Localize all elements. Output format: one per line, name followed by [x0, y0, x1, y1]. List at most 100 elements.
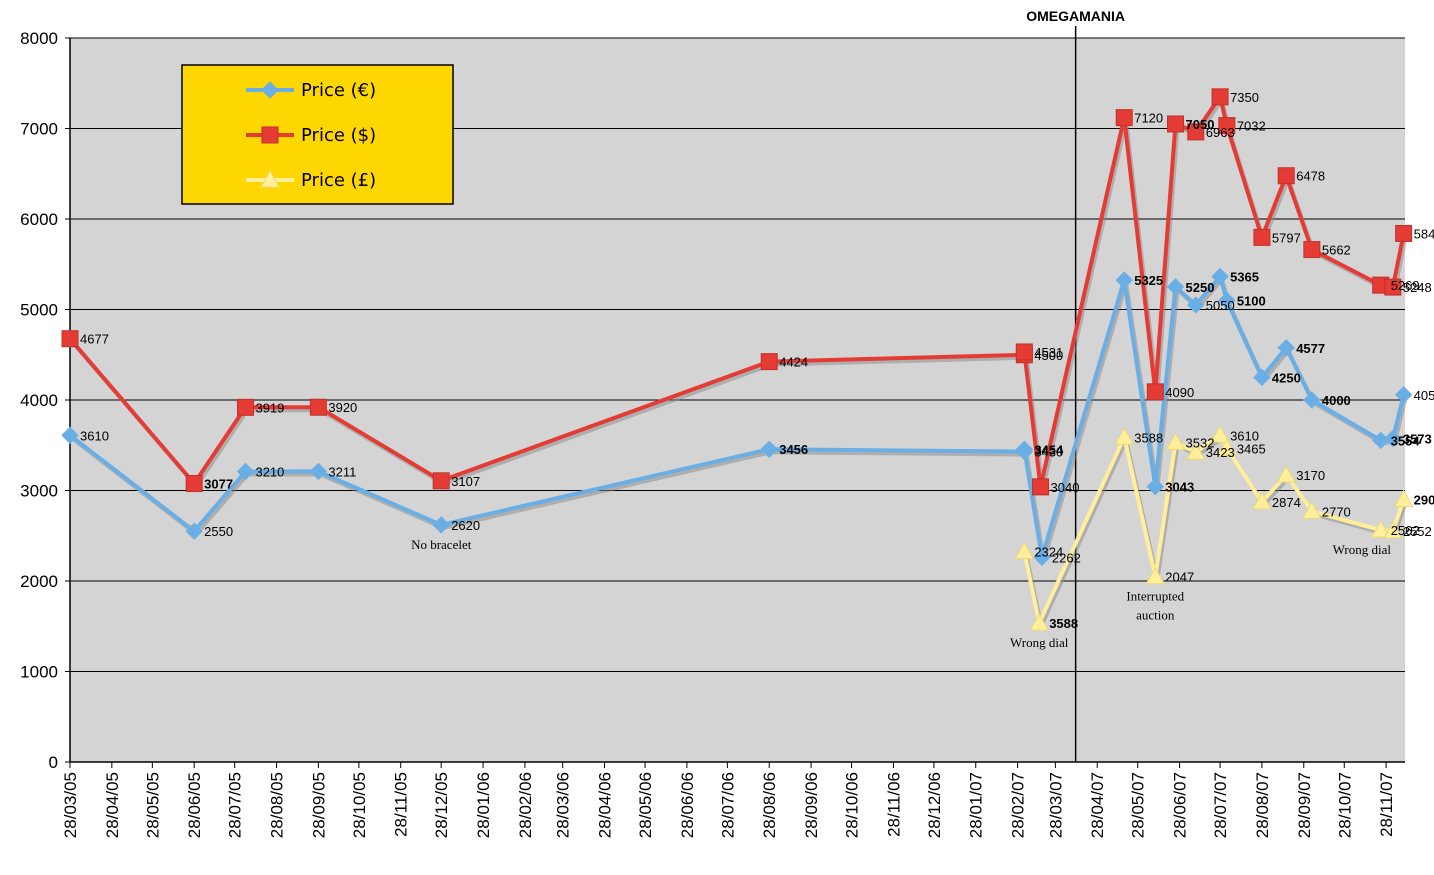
x-tick-label: 28/06/06 — [678, 772, 697, 838]
data-label: 7350 — [1230, 90, 1259, 105]
data-label: 3077 — [204, 477, 233, 492]
annotation-text: Wrong dial — [1010, 635, 1069, 650]
triangle-marker — [1393, 489, 1414, 508]
diamond-marker — [1303, 391, 1321, 409]
diamond-marker — [1394, 386, 1413, 404]
square-marker — [236, 398, 254, 416]
square-marker — [1146, 383, 1164, 401]
square-marker — [1015, 343, 1033, 361]
data-label: 2620 — [451, 518, 480, 533]
legend-entry-1: Price ($) — [246, 125, 376, 146]
diamond-marker — [1277, 339, 1295, 357]
x-tick-label: 28/11/07 — [1377, 772, 1396, 837]
data-label: 3211 — [328, 464, 356, 479]
triangle-marker — [1029, 613, 1050, 631]
data-label: 3588 — [1134, 430, 1163, 445]
y-tick-label: 1000 — [20, 663, 58, 682]
x-tick-label: 28/08/07 — [1253, 772, 1272, 838]
square-marker — [185, 475, 203, 493]
data-label: 4250 — [1272, 370, 1301, 385]
x-tick-label: 28/01/07 — [967, 772, 986, 838]
y-tick-label: 7000 — [20, 120, 58, 139]
series-group — [61, 88, 1414, 631]
legend: Price (€) Price ($) Price (£) — [181, 64, 454, 205]
square-marker — [1115, 109, 1133, 127]
triangle-marker — [1302, 501, 1322, 519]
diamond-marker — [1253, 368, 1271, 387]
data-label: 2770 — [1322, 504, 1351, 519]
data-label: 3588 — [1049, 616, 1078, 631]
series-0 — [61, 267, 1413, 566]
x-tick-label: 28/10/05 — [350, 772, 369, 838]
data-label: 5250 — [1186, 280, 1215, 295]
y-tick-label: 6000 — [20, 210, 58, 229]
annotation-text: No bracelet — [411, 537, 472, 552]
data-label: 3423 — [1206, 445, 1235, 460]
data-label: 3610 — [1230, 428, 1259, 443]
legend-entry-2: Price (£) — [246, 169, 376, 191]
data-label: 3919 — [255, 400, 284, 415]
x-tick-label: 28/04/05 — [103, 772, 122, 838]
triangle-marker — [1382, 521, 1403, 539]
diamond-marker — [1146, 477, 1164, 496]
y-tick-label: 8000 — [20, 29, 58, 48]
square-marker — [760, 353, 778, 371]
square-marker — [261, 126, 279, 144]
data-label: 4577 — [1296, 341, 1325, 356]
data-label: 5365 — [1230, 269, 1259, 284]
square-marker — [309, 398, 327, 416]
x-tick-label: 28/02/06 — [516, 772, 535, 838]
data-label: 2874 — [1272, 495, 1301, 510]
x-tick-label: 28/07/06 — [718, 772, 737, 838]
data-label: 4090 — [1165, 385, 1194, 400]
x-tick-label: 28/03/05 — [61, 772, 80, 838]
diamond-marker — [1384, 429, 1402, 448]
series-1 — [61, 88, 1413, 496]
annotation-text: auction — [1136, 608, 1175, 623]
annotations: No bracelet Wrong dial Interrupted auction W… — [411, 537, 1391, 650]
x-tick-label: 28/10/06 — [843, 772, 862, 838]
y-tick-label: 0 — [49, 753, 58, 772]
data-label: 4500 — [1034, 348, 1063, 363]
square-marker — [1395, 224, 1413, 242]
data-label: 7120 — [1134, 111, 1163, 126]
x-tick-label: 28/05/06 — [636, 772, 655, 838]
triangle-marker — [1216, 438, 1237, 456]
square-marker — [61, 330, 79, 348]
omegamania-label: OMEGAMANIA — [1026, 8, 1125, 24]
diamond-marker — [309, 462, 328, 481]
diamond-marker — [261, 81, 279, 99]
x-tick-label: 28/04/07 — [1088, 772, 1107, 838]
annotation-text: Wrong dial — [1333, 542, 1392, 557]
data-label: 7032 — [1237, 119, 1266, 134]
triangle-marker — [1185, 442, 1206, 460]
diamond-marker — [1211, 267, 1229, 286]
triangle-marker — [1014, 541, 1035, 560]
data-label: 3610 — [80, 428, 109, 443]
square-marker — [1167, 115, 1185, 133]
triangle-marker — [1165, 432, 1186, 450]
square-marker — [1211, 88, 1229, 106]
data-label: 5100 — [1237, 293, 1266, 308]
data-label: 3454 — [1034, 442, 1064, 457]
data-label: 4058 — [1414, 388, 1434, 403]
square-marker — [1187, 123, 1205, 141]
y-tick-label: 5000 — [20, 301, 58, 320]
data-label: 3920 — [328, 400, 357, 415]
square-marker — [1032, 478, 1050, 496]
square-marker — [1277, 167, 1295, 185]
triangle-marker — [260, 169, 280, 188]
diamond-marker — [432, 516, 450, 534]
data-label: 3554 — [1391, 433, 1421, 448]
x-tick-label: 28/08/05 — [268, 772, 287, 838]
x-tick-label: 28/03/07 — [1046, 772, 1065, 838]
diamond-marker — [236, 462, 255, 481]
diamond-marker — [61, 426, 79, 445]
x-tick-label: 28/12/06 — [925, 772, 944, 838]
y-tick-label: 4000 — [20, 391, 58, 410]
x-tick-label: 28/11/06 — [884, 772, 903, 837]
data-label: 5050 — [1206, 298, 1235, 313]
data-label: 5248 — [1403, 280, 1432, 295]
x-tick-label: 28/08/06 — [760, 772, 779, 838]
